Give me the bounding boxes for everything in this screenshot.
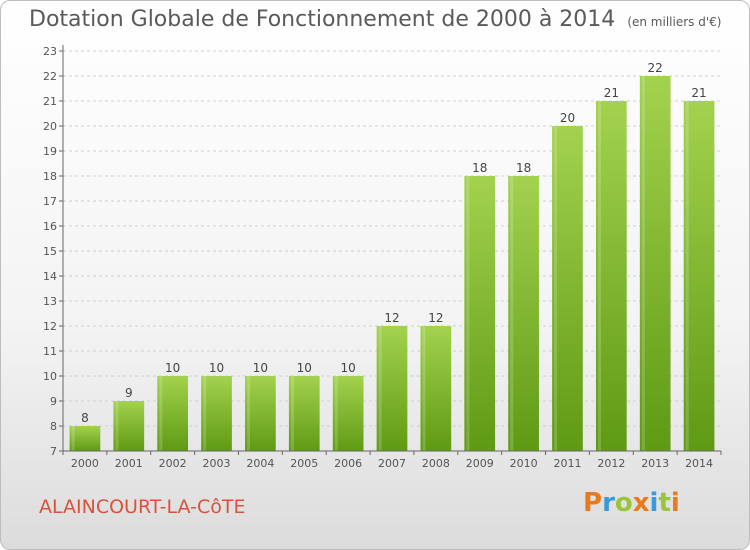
y-tick-label: 16 (43, 220, 57, 233)
bar-value-label: 20 (560, 111, 575, 125)
bar-value-label: 10 (209, 361, 224, 375)
bar-highlight (554, 126, 558, 451)
x-tick-label: 2002 (159, 457, 187, 470)
x-tick-label: 2000 (71, 457, 99, 470)
bar-highlight (641, 76, 645, 451)
bar (683, 101, 715, 451)
bar-highlight (597, 101, 601, 451)
logo-letter: r (602, 488, 615, 518)
bar-highlight (159, 376, 163, 451)
commune-name: ALAINCOURT-LA-CôTE (39, 496, 246, 518)
y-tick-label: 15 (43, 245, 57, 258)
y-tick-label: 13 (43, 295, 57, 308)
bar (552, 126, 583, 451)
bar-highlight (203, 376, 207, 451)
y-tick-label: 19 (43, 145, 57, 158)
bar-value-label: 10 (340, 361, 355, 375)
x-tick-label: 2001 (115, 457, 143, 470)
x-tick-label: 2006 (334, 457, 362, 470)
bar-value-label: 21 (604, 86, 619, 100)
bar-highlight (378, 326, 382, 451)
chart-title-text: Dotation Globale de Fonctionnement de 20… (29, 7, 616, 32)
bar (332, 376, 364, 451)
x-tick-label: 2003 (203, 457, 231, 470)
bar (464, 176, 496, 451)
bar (69, 426, 101, 451)
logo-letter: t (658, 488, 671, 518)
bar-highlight (422, 326, 426, 451)
logo-letter: x (632, 488, 650, 518)
bar (420, 326, 452, 451)
y-tick-label: 22 (43, 70, 57, 83)
y-tick-label: 7 (50, 445, 57, 458)
bar (201, 376, 232, 451)
x-tick-label: 2007 (378, 457, 406, 470)
bar (113, 401, 145, 451)
chart-subtitle: (en milliers d'€) (627, 15, 722, 29)
y-tick-label: 14 (43, 270, 57, 283)
logo-letter: o (614, 488, 633, 518)
bar-highlight (247, 376, 251, 451)
y-tick-label: 12 (43, 320, 57, 333)
bar-highlight (510, 176, 514, 451)
bar (376, 326, 408, 451)
bar-value-label: 22 (648, 61, 663, 75)
bar-value-label: 18 (516, 161, 531, 175)
proxiti-logo[interactable]: Proxiti (583, 488, 680, 518)
bar-value-label: 12 (384, 311, 399, 325)
bar-value-label: 10 (297, 361, 312, 375)
x-tick-label: 2008 (422, 457, 450, 470)
x-tick-label: 2005 (290, 457, 318, 470)
bar-value-label: 8 (81, 411, 89, 425)
bar (288, 376, 320, 451)
logo-letter: P (583, 488, 603, 518)
x-tick-label: 2010 (510, 457, 538, 470)
bar-value-label: 10 (165, 361, 180, 375)
y-tick-label: 17 (43, 195, 57, 208)
x-tick-label: 2009 (466, 457, 494, 470)
bar (595, 101, 627, 451)
x-tick-label: 2011 (553, 457, 581, 470)
bar (157, 376, 189, 451)
y-tick-label: 11 (43, 345, 57, 358)
bars: 8 9 10 10 10 10 10 12 12 18 18 20 21 22 21 (69, 61, 715, 451)
y-tick-label: 20 (43, 120, 57, 133)
logo-letter: i (649, 488, 659, 518)
x-tick-label: 2014 (685, 457, 713, 470)
y-axis: 7 8 9 10 11 12 13 14 15 16 17 18 19 20 21 22 23 (43, 45, 64, 458)
y-tick-label: 8 (50, 420, 57, 433)
bar-value-label: 9 (125, 386, 133, 400)
x-axis: 2000 2001 2002 2003 2004 2005 2006 2007 2008 2009… (62, 450, 722, 470)
bar (508, 176, 539, 451)
y-tick-label: 10 (43, 370, 57, 383)
x-tick-label: 2004 (246, 457, 274, 470)
y-tick-label: 9 (50, 395, 57, 408)
bar-highlight (466, 176, 470, 451)
bar-value-label: 21 (691, 86, 706, 100)
bar (639, 76, 671, 451)
bar-highlight (71, 426, 75, 451)
x-tick-label: 2013 (641, 457, 669, 470)
bar-highlight (115, 401, 119, 451)
logo-letter: i (670, 488, 680, 518)
x-tick-label: 2012 (597, 457, 625, 470)
bar-highlight (290, 376, 294, 451)
y-tick-label: 21 (43, 95, 57, 108)
bar-value-label: 18 (472, 161, 487, 175)
bar-value-label: 12 (428, 311, 443, 325)
bar-value-label: 10 (253, 361, 268, 375)
y-tick-label: 23 (43, 45, 57, 58)
bar-highlight (334, 376, 338, 451)
y-tick-label: 18 (43, 170, 57, 183)
bar (245, 376, 276, 451)
chart-title: Dotation Globale de Fonctionnement de 20… (29, 7, 721, 32)
bar-highlight (685, 101, 689, 451)
